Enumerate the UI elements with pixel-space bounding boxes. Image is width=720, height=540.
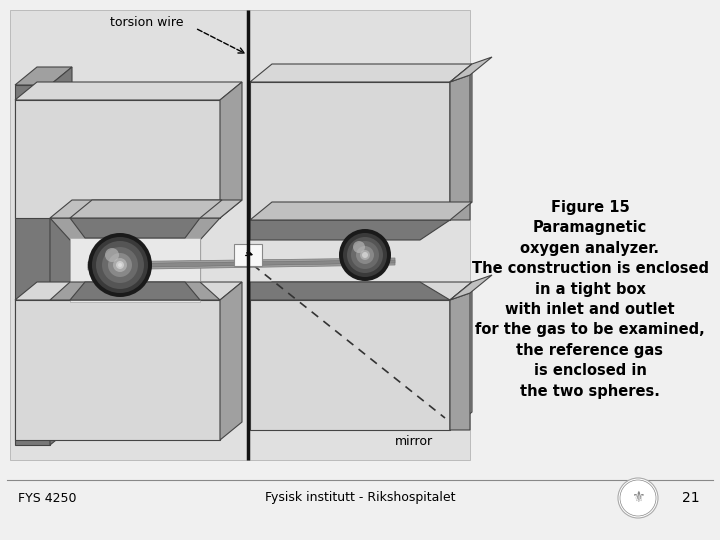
Polygon shape bbox=[250, 220, 450, 240]
Bar bbox=[10, 10, 470, 460]
Polygon shape bbox=[450, 275, 492, 300]
Text: FYS 4250: FYS 4250 bbox=[18, 491, 76, 504]
Polygon shape bbox=[15, 300, 220, 440]
Circle shape bbox=[88, 233, 152, 297]
Circle shape bbox=[618, 478, 658, 518]
Circle shape bbox=[108, 253, 132, 277]
Polygon shape bbox=[50, 200, 242, 218]
Polygon shape bbox=[15, 82, 242, 100]
Circle shape bbox=[362, 252, 368, 258]
Circle shape bbox=[113, 258, 127, 272]
Polygon shape bbox=[15, 67, 72, 85]
Polygon shape bbox=[88, 260, 395, 268]
Text: torsion wire: torsion wire bbox=[110, 17, 184, 30]
Circle shape bbox=[118, 263, 122, 267]
Polygon shape bbox=[250, 282, 450, 300]
Circle shape bbox=[102, 247, 138, 283]
Polygon shape bbox=[88, 258, 395, 270]
Polygon shape bbox=[70, 218, 200, 238]
Circle shape bbox=[96, 241, 144, 289]
Polygon shape bbox=[450, 64, 472, 220]
Polygon shape bbox=[15, 85, 50, 445]
Polygon shape bbox=[250, 202, 472, 220]
Bar bbox=[234, 244, 262, 266]
Circle shape bbox=[343, 233, 387, 277]
Text: Figure 15
Paramagnetic
oxygen analyzer.
The construction is enclosed
in a tight : Figure 15 Paramagnetic oxygen analyzer. … bbox=[472, 200, 708, 399]
Circle shape bbox=[351, 241, 379, 269]
Circle shape bbox=[116, 261, 124, 269]
Polygon shape bbox=[250, 64, 472, 82]
Polygon shape bbox=[50, 218, 220, 240]
Circle shape bbox=[105, 248, 119, 262]
Circle shape bbox=[360, 250, 370, 260]
Polygon shape bbox=[50, 282, 220, 300]
Text: ⚜: ⚜ bbox=[631, 490, 645, 505]
Text: mirror: mirror bbox=[395, 435, 433, 448]
Polygon shape bbox=[70, 282, 200, 300]
Circle shape bbox=[347, 237, 383, 273]
Polygon shape bbox=[220, 82, 242, 218]
Polygon shape bbox=[250, 300, 450, 430]
Circle shape bbox=[92, 237, 148, 293]
Polygon shape bbox=[50, 67, 72, 445]
Polygon shape bbox=[450, 293, 470, 430]
Polygon shape bbox=[70, 238, 200, 302]
Polygon shape bbox=[450, 57, 492, 82]
Text: 21: 21 bbox=[683, 491, 700, 505]
Polygon shape bbox=[15, 100, 220, 218]
Polygon shape bbox=[70, 240, 200, 300]
Polygon shape bbox=[450, 75, 470, 220]
Polygon shape bbox=[220, 282, 242, 440]
Polygon shape bbox=[250, 82, 450, 220]
Polygon shape bbox=[250, 282, 472, 300]
Circle shape bbox=[353, 241, 365, 253]
Text: Fysisk institutt - Rikshospitalet: Fysisk institutt - Rikshospitalet bbox=[265, 491, 455, 504]
Circle shape bbox=[356, 246, 374, 264]
Polygon shape bbox=[450, 282, 472, 430]
Polygon shape bbox=[70, 200, 222, 218]
Circle shape bbox=[339, 229, 391, 281]
Polygon shape bbox=[15, 282, 242, 300]
